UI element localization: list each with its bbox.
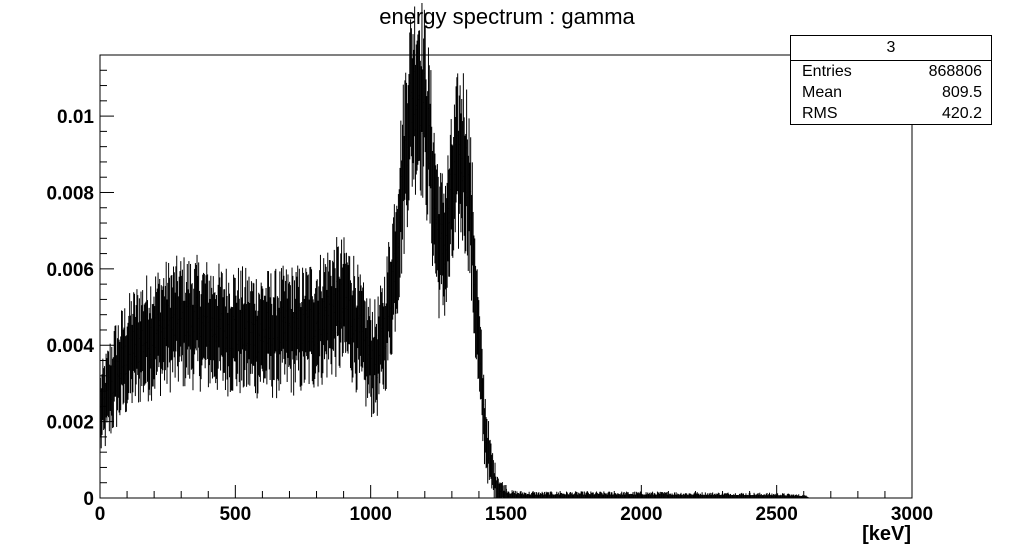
x-axis-label: [keV]	[862, 523, 911, 545]
stats-label: Entries	[802, 63, 852, 80]
y-tick-label: 0.004	[46, 336, 94, 357]
y-tick-label: 0.008	[46, 183, 94, 204]
x-tick-label: 1000	[350, 504, 392, 525]
chart-title: energy spectrum : gamma	[379, 4, 635, 29]
x-tick-label: 0	[95, 504, 106, 525]
x-tick-label: 3000	[891, 504, 933, 525]
stats-value: 809.5	[941, 84, 982, 101]
stats-box-title: 3	[791, 36, 991, 61]
stats-box: 3 Entries 868806 Mean 809.5 RMS 420.2	[790, 35, 992, 125]
stats-row-rms: RMS 420.2	[791, 103, 991, 124]
stats-row-mean: Mean 809.5	[791, 82, 991, 103]
x-tick-label: 500	[219, 504, 251, 525]
x-tick-label: 2500	[756, 504, 798, 525]
stats-label: Mean	[802, 84, 843, 101]
stats-row-entries: Entries 868806	[791, 61, 991, 82]
stats-label: RMS	[802, 105, 838, 122]
x-tick-label: 1500	[485, 504, 527, 525]
y-tick-label: 0.002	[46, 413, 94, 434]
x-tick-label: 2000	[620, 504, 662, 525]
y-tick-label: 0.01	[57, 107, 94, 128]
stats-value: 868806	[928, 63, 982, 80]
stats-value: 420.2	[941, 105, 982, 122]
y-tick-label: 0.006	[46, 260, 94, 281]
y-tick-label: 0	[83, 489, 94, 510]
